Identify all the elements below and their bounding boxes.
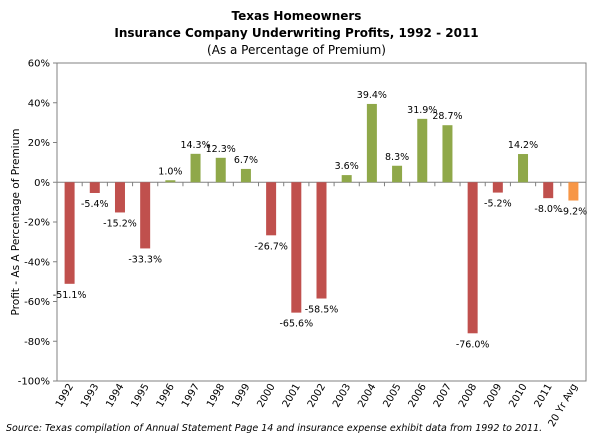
bar [190,153,201,183]
bar [240,168,251,183]
data-label: -51.1% [53,290,87,301]
data-label: -8.0% [534,204,562,215]
bar [114,182,125,213]
data-label: -5.2% [484,199,512,210]
bar [568,182,579,201]
x-tick-label: 2011 [533,382,555,410]
bar [140,182,151,249]
bar [341,175,352,183]
x-tick-label: 2004 [356,382,378,410]
data-label: -15.2% [103,218,137,229]
x-tick-label: 1993 [79,382,101,410]
y-tick-label: 60% [28,59,50,70]
bar [64,182,75,284]
x-tick-label: 1998 [205,382,227,410]
x-tick-label: 2005 [381,382,403,410]
bar [392,165,403,183]
x-tick-label: 1994 [104,382,126,410]
chart-title: Texas Homeowners [231,9,362,23]
y-tick-label: 20% [28,138,50,149]
data-label: 3.6% [335,161,359,172]
data-label: -65.6% [280,319,314,330]
x-tick-label: 2008 [457,382,479,410]
y-axis-title: Profit - As A Percentage of Premium [10,129,22,316]
x-tick-label: 2002 [306,382,328,410]
bar [417,118,428,183]
chart-subtitle: Insurance Company Underwriting Profits, … [114,26,479,40]
data-label: -9.2% [560,207,588,218]
bar [291,182,302,313]
data-label: 8.3% [385,152,409,163]
x-tick-label: 2003 [331,382,353,410]
bar [442,125,453,183]
y-tick-label: -100% [18,377,50,388]
x-tick-label: 2010 [507,382,529,410]
bar [89,182,100,193]
bar [543,182,554,199]
y-tick-label: 0% [34,178,50,189]
bar [266,182,277,236]
data-label: -26.7% [254,241,288,252]
x-tick-label: 2007 [432,382,454,410]
x-tick-label: 1996 [155,382,177,410]
bar [165,180,176,183]
bar [366,103,377,183]
data-label: 6.7% [234,155,258,166]
x-tick-label: 1999 [230,382,252,410]
x-tick-label: 2009 [482,382,504,410]
data-label: 31.9% [407,105,437,116]
bar [316,182,327,299]
data-label: 14.2% [508,140,538,151]
y-tick-label: -20% [24,218,50,229]
x-tick-label: 2001 [281,382,303,410]
y-tick-label: -80% [24,337,50,348]
bar [492,182,503,193]
bar [467,182,478,334]
data-label: -76.0% [456,339,490,350]
bar [518,154,529,183]
data-label: -58.5% [305,305,339,316]
data-label: 28.7% [432,111,462,122]
x-tick-label: 1997 [180,382,202,410]
bar [215,157,226,183]
x-tick-label: 2006 [407,382,429,410]
data-label: 39.4% [357,90,387,101]
data-label: -33.3% [128,254,162,265]
data-label: -5.4% [81,199,109,210]
y-tick-label: 40% [28,98,50,109]
x-tick-label: 1995 [130,382,152,410]
data-label: 12.3% [206,144,236,155]
data-label: 14.3% [180,140,210,151]
x-tick-label: 1992 [54,382,76,410]
y-tick-label: -60% [24,297,50,308]
y-tick-label: -40% [24,257,50,268]
x-tick-label: 2000 [255,382,277,410]
chart-subtitle-2: (As a Percentage of Premium) [207,43,386,57]
source-note: Source: Texas compilation of Annual Stat… [6,423,543,434]
data-label: 1.0% [158,166,182,177]
